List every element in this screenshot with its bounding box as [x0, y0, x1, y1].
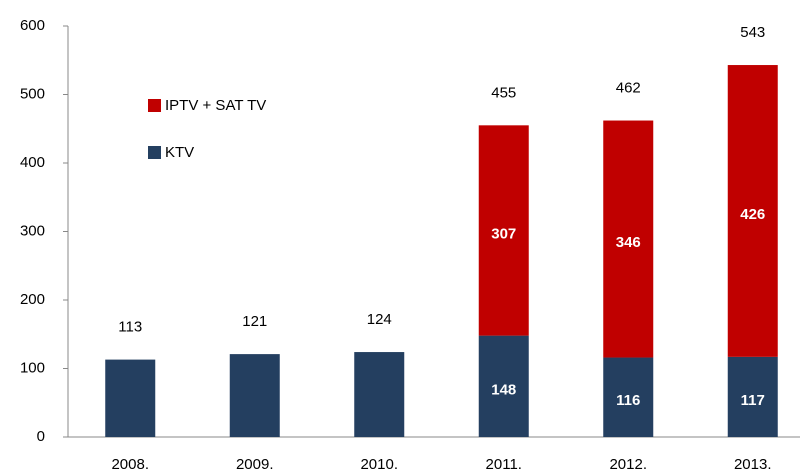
y-tick-label: 400	[20, 154, 45, 171]
bar-segment	[354, 352, 405, 437]
segment-label: 117	[741, 392, 765, 409]
legend-label: KTV	[165, 144, 194, 161]
total-label: 124	[367, 311, 392, 328]
y-tick-label: 300	[20, 222, 45, 239]
bar-segment	[478, 335, 529, 437]
y-tick-label: 100	[20, 359, 45, 376]
x-tick-label: 2012.	[609, 456, 647, 473]
segment-label: 426	[740, 206, 765, 223]
bar-segment	[229, 354, 280, 437]
x-tick-label: 2009.	[236, 456, 274, 473]
x-tick-label: 2008.	[111, 456, 149, 473]
bar-segment	[105, 359, 156, 437]
bar-segment	[478, 125, 529, 336]
y-tick-label: 200	[20, 291, 45, 308]
total-label: 113	[118, 319, 142, 336]
legend-swatch	[148, 146, 161, 159]
bar-segment	[603, 120, 654, 358]
segment-label: 307	[491, 225, 516, 242]
total-label: 462	[616, 79, 641, 96]
total-label: 121	[242, 313, 267, 330]
y-tick-label: 0	[37, 428, 45, 445]
bar-segment	[727, 356, 778, 437]
legend-label: IPTV + SAT TV	[165, 97, 266, 114]
bar-segment	[727, 65, 778, 357]
total-label: 455	[491, 84, 516, 101]
y-tick-label: 500	[20, 85, 45, 102]
total-label: 543	[740, 24, 765, 41]
x-tick-label: 2013.	[734, 456, 772, 473]
y-tick-label: 600	[20, 17, 45, 34]
segment-label: 116	[616, 392, 640, 409]
segment-label: 346	[616, 234, 641, 251]
bar-segment	[603, 357, 654, 437]
x-tick-label: 2011.	[486, 456, 522, 473]
legend-swatch	[148, 99, 161, 112]
segment-label: 148	[491, 381, 516, 398]
x-tick-label: 2010.	[360, 456, 398, 473]
